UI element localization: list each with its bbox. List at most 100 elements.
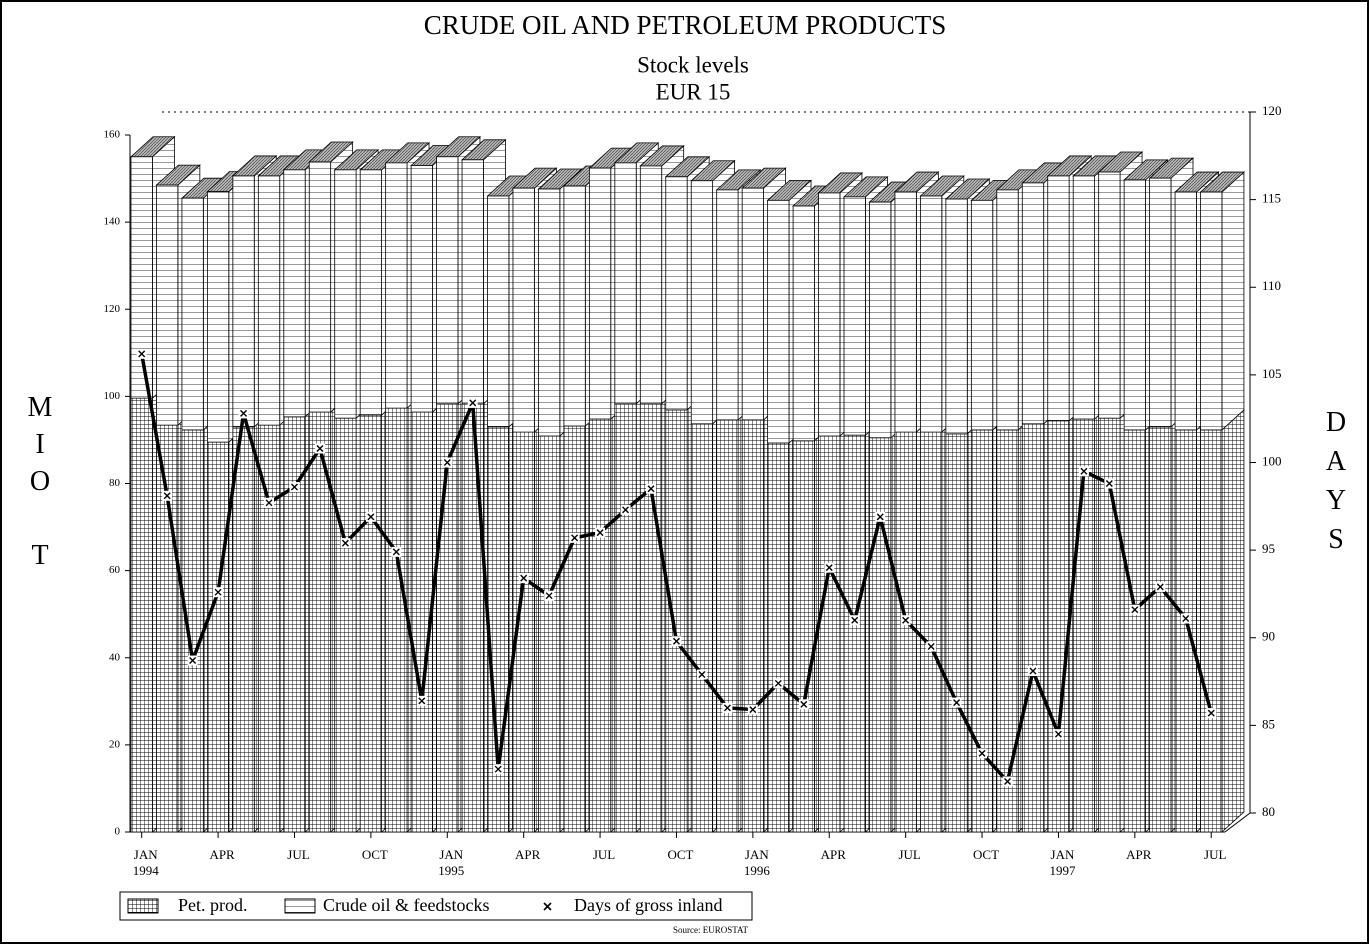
y2-tick-label: 90 [1262,629,1275,644]
y-tick-label: 160 [104,129,121,141]
bar [894,191,917,433]
line-marker [340,538,351,549]
x-tick-label: JAN 1996 [744,847,771,878]
bar [334,169,357,419]
line-marker [977,748,988,759]
y-tick-label: 80 [109,477,121,489]
y2-tick-label: 110 [1262,278,1281,293]
bar [843,434,866,833]
line-marker [696,669,707,680]
bar [1021,423,1045,833]
bar [461,159,484,405]
line-marker [1104,478,1115,489]
x-tick-label: JUL [593,847,615,862]
x-tick-label: OCT [362,847,388,862]
bar [970,199,994,431]
bar [792,205,815,442]
legend: Pet. prod. Crude oil & feedstocks Days o… [119,891,753,921]
marker-cross [163,492,171,500]
line-marker [900,615,911,626]
marker-cross [622,506,630,514]
bar [1021,182,1045,425]
marker-cross [851,616,859,624]
marker-cross [392,548,400,556]
line-marker [442,457,453,468]
line-marker [798,699,809,710]
bar [538,188,561,437]
bar [894,431,917,833]
marker-cross [698,671,706,679]
line-marker [136,348,147,359]
bar [741,187,764,421]
line-marker [1155,581,1166,592]
bar [206,191,230,443]
bar [410,165,433,413]
y2-tick-label: 95 [1262,541,1275,556]
bar [232,426,255,833]
y-tick-label: 120 [104,303,121,315]
bar [1123,179,1146,431]
bar [130,156,153,399]
marker-cross [214,588,222,596]
marker-cross [825,564,833,572]
bar-side [1221,409,1245,833]
marker-cross [341,539,349,547]
marker-cross [1080,467,1088,475]
marker-cross [469,399,477,407]
marker-cross [800,700,808,708]
source-note: Source: EUROSTAT [673,925,749,935]
bar [334,417,357,833]
x-tick-label: JUL [898,847,920,862]
chart-title: CRUDE OIL AND PETROLEUM PRODUCTS [424,10,947,40]
marker-cross [1182,614,1190,622]
marker-cross [672,637,680,645]
chart-subtitle: EUR 15 [656,79,731,104]
bar [512,187,535,433]
floor-edge [1224,812,1251,833]
line-marker [544,590,555,601]
bar [130,397,153,833]
line-marker [1206,708,1217,719]
line-marker [365,511,376,522]
marker-cross [1207,709,1215,717]
bar [283,169,306,418]
bar [257,424,281,833]
bar [869,437,892,833]
line-marker [824,562,835,573]
bar [792,440,815,833]
line-marker [595,527,606,538]
bar [461,403,484,833]
bar [869,201,892,439]
marker-cross [316,444,324,452]
bar [716,189,739,421]
bar [614,162,637,405]
y2-tick-label: 80 [1262,804,1275,819]
legend-label: Days of gross inland [574,895,722,915]
bar [920,195,943,433]
marker-cross [367,513,375,521]
bar [257,175,281,426]
marker-cross [953,699,961,707]
marker-cross [1029,667,1037,675]
line-marker [1053,729,1064,740]
bar [767,199,790,444]
marker-cross [876,513,884,521]
x-tick-label: JAN 1997 [1049,847,1076,878]
y-tick-label: 140 [104,216,121,228]
bar [588,167,612,420]
bar [436,156,459,405]
y-tick-label: 60 [109,564,121,576]
marker-cross [240,409,248,417]
x-tick-label: JAN 1995 [438,847,464,878]
bar [283,416,306,833]
bar [945,433,968,833]
marker-cross [265,499,273,507]
bar [206,441,230,833]
legend-label: Pet. prod. [178,895,248,915]
x-tick-label: APR [209,847,235,862]
marker-cross [520,574,528,582]
